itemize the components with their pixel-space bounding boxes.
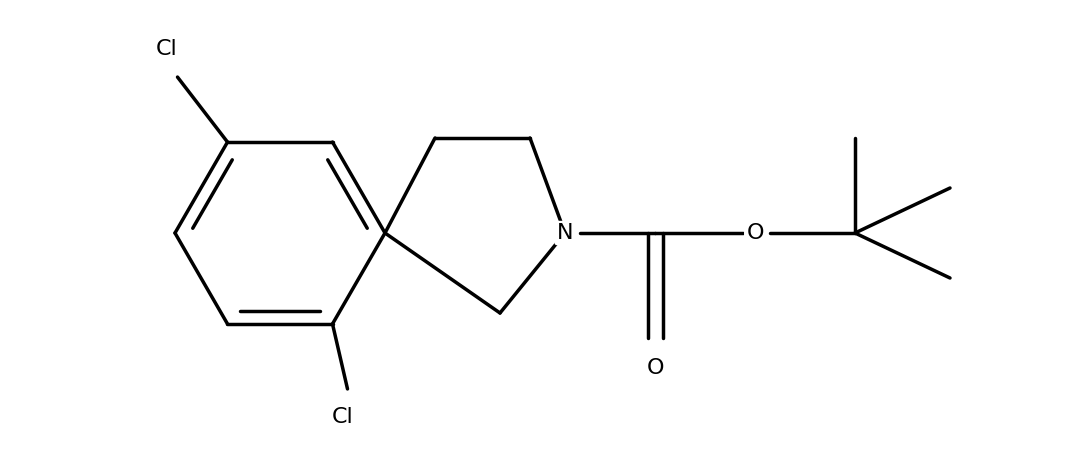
Text: N: N bbox=[557, 223, 573, 243]
Text: O: O bbox=[747, 223, 764, 243]
Text: Cl: Cl bbox=[331, 407, 354, 427]
Text: Cl: Cl bbox=[155, 39, 177, 59]
Text: O: O bbox=[646, 358, 664, 378]
